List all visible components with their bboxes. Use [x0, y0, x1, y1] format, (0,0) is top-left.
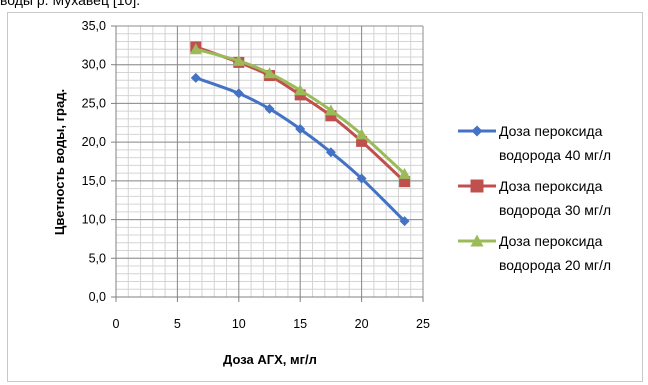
- x-tick-label: 25: [416, 317, 430, 331]
- y-tick-label: 20,0: [82, 135, 106, 149]
- legend-item-2: Доза пероксида водорода 30 мг/л: [458, 178, 611, 218]
- gridlines: [115, 25, 424, 298]
- legend-label: водорода 30 мг/л: [499, 202, 611, 218]
- square-marker: [356, 135, 368, 147]
- legend-label: водорода 40 мг/л: [499, 147, 611, 163]
- x-tick-label: 0: [113, 317, 120, 331]
- legend-label: водорода 20 мг/л: [499, 257, 611, 273]
- figure-caption: воды р. Мухавец [10].: [0, 0, 141, 8]
- x-tick-label: 20: [355, 317, 369, 331]
- y-tick-label: 15,0: [82, 174, 106, 188]
- diamond-marker: [233, 88, 244, 99]
- legend-label: Доза пероксида: [499, 233, 603, 249]
- legend-label: Доза пероксида: [499, 178, 603, 194]
- triangle-marker: [189, 43, 202, 55]
- x-axis-title: Доза АГХ, мг/л: [223, 352, 317, 367]
- series-3: [189, 43, 411, 179]
- series-group: [189, 41, 411, 227]
- diamond-marker: [471, 125, 483, 137]
- diamond-marker: [264, 103, 275, 114]
- y-axis-title: Цветность воды, град.: [52, 89, 67, 235]
- triangle-marker: [294, 84, 307, 96]
- chart-frame: [7, 12, 643, 382]
- triangle-marker: [263, 67, 276, 79]
- y-tick-label: 10,0: [82, 213, 106, 227]
- diamond-marker: [325, 147, 336, 158]
- legend-item-1: Доза пероксида водорода 40 мг/л: [458, 123, 611, 163]
- y-tick-label: 30,0: [82, 58, 106, 72]
- x-tick-label: 15: [293, 317, 307, 331]
- y-tick-label: 0,0: [89, 290, 106, 304]
- legend-item-3: Доза пероксида водорода 20 мг/л: [458, 233, 611, 273]
- y-tick-label: 5,0: [89, 251, 106, 265]
- triangle-marker: [470, 234, 484, 247]
- diamond-marker: [295, 123, 306, 134]
- square-marker: [325, 110, 337, 122]
- y-tick-label: 35,0: [82, 19, 106, 33]
- series-1: [190, 72, 410, 227]
- triangle-marker: [232, 54, 245, 66]
- diamond-marker: [399, 216, 410, 227]
- triangle-marker: [324, 104, 337, 116]
- square-marker: [399, 176, 411, 188]
- diamond-marker: [356, 173, 367, 184]
- y-tick-label: 25,0: [82, 96, 106, 110]
- triangle-marker: [398, 167, 411, 179]
- legend-label: Доза пероксида: [499, 123, 603, 139]
- axes: 0,0 5,0 10,0 15,0 20,0 25,0 30,0 35,0 0 5 10 15 20 25: [82, 19, 430, 331]
- x-tick-label: 10: [232, 317, 246, 331]
- diamond-marker: [190, 72, 201, 83]
- triangle-marker: [355, 128, 368, 140]
- square-marker: [470, 179, 484, 193]
- x-tick-label: 5: [174, 317, 181, 331]
